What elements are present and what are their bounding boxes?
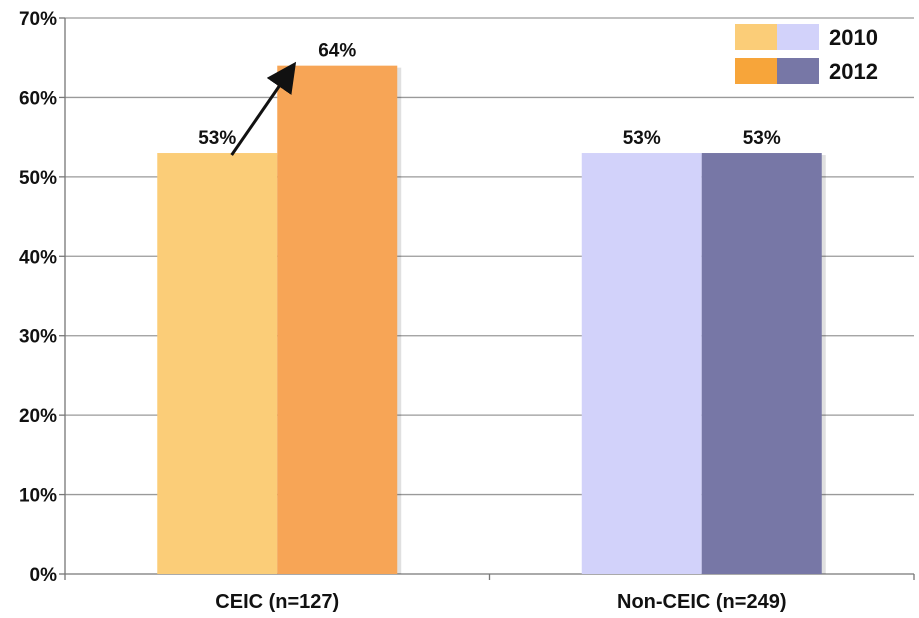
y-tick-label: 70% — [19, 9, 57, 30]
bar-2010-0 — [157, 153, 278, 574]
y-tick-label: 0% — [30, 565, 58, 586]
data-label: 53% — [623, 128, 661, 149]
y-tick-label: 40% — [19, 247, 57, 268]
bar-2010-1 — [581, 153, 702, 574]
legend-swatch — [777, 58, 819, 84]
bar-2012-1 — [701, 153, 822, 574]
y-tick-label: 50% — [19, 168, 57, 189]
y-tick-label: 20% — [19, 406, 57, 427]
x-category-label: Non-CEIC (n=249) — [617, 591, 786, 613]
y-tick-label: 10% — [19, 486, 57, 507]
legend-swatch — [735, 24, 777, 50]
y-tick-label: 60% — [19, 88, 57, 109]
data-label: 64% — [318, 41, 356, 62]
increase-arrow — [230, 61, 297, 156]
legend-label: 2012 — [829, 59, 878, 84]
x-category-label: CEIC (n=127) — [215, 591, 339, 613]
bars — [157, 65, 826, 575]
data-label: 53% — [743, 128, 781, 149]
bar-2012-0 — [277, 65, 398, 575]
annotations — [230, 61, 297, 156]
legend: 2010 2012 — [735, 24, 878, 84]
legend-swatch — [735, 58, 777, 84]
labels: 53% 64% 53% 53% — [198, 41, 781, 149]
y-tick-label: 30% — [19, 327, 57, 348]
data-label: 53% — [198, 128, 236, 149]
legend-label: 2010 — [829, 25, 878, 50]
legend-swatch — [777, 24, 819, 50]
